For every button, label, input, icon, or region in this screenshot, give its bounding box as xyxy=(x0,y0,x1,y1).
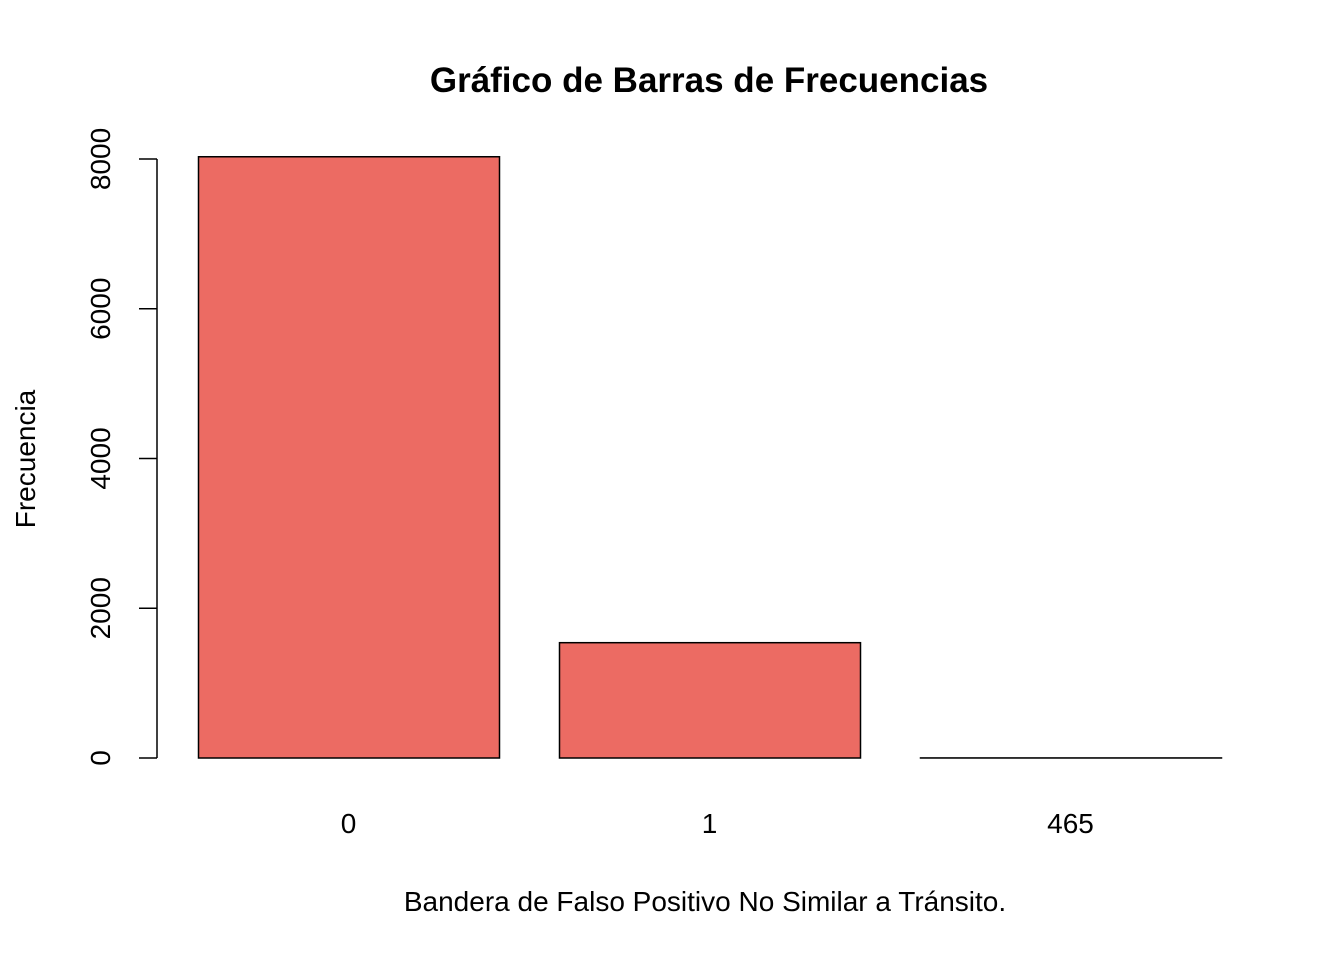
chart-title: Gráfico de Barras de Frecuencias xyxy=(430,61,988,100)
x-tick-label-465: 465 xyxy=(1047,808,1094,839)
x-tick-label-1: 1 xyxy=(702,808,718,839)
y-tick-label-0: 0 xyxy=(85,750,116,766)
bar-0 xyxy=(197,156,501,759)
y-tick-label-4000: 4000 xyxy=(85,427,116,489)
x-axis-label: Bandera de Falso Positivo No Similar a T… xyxy=(404,886,1006,917)
y-tick-label-2000: 2000 xyxy=(85,577,116,639)
y-axis: 0 2000 4000 6000 8000 xyxy=(85,128,158,766)
y-tick-label-6000: 6000 xyxy=(85,278,116,340)
x-axis: 0 1 465 xyxy=(341,808,1094,839)
y-tick-label-8000: 8000 xyxy=(85,128,116,190)
bar-1 xyxy=(558,641,862,759)
x-tick-label-0: 0 xyxy=(341,808,357,839)
bars-layer xyxy=(197,156,1223,759)
y-axis-label: Frecuencia xyxy=(10,389,41,528)
